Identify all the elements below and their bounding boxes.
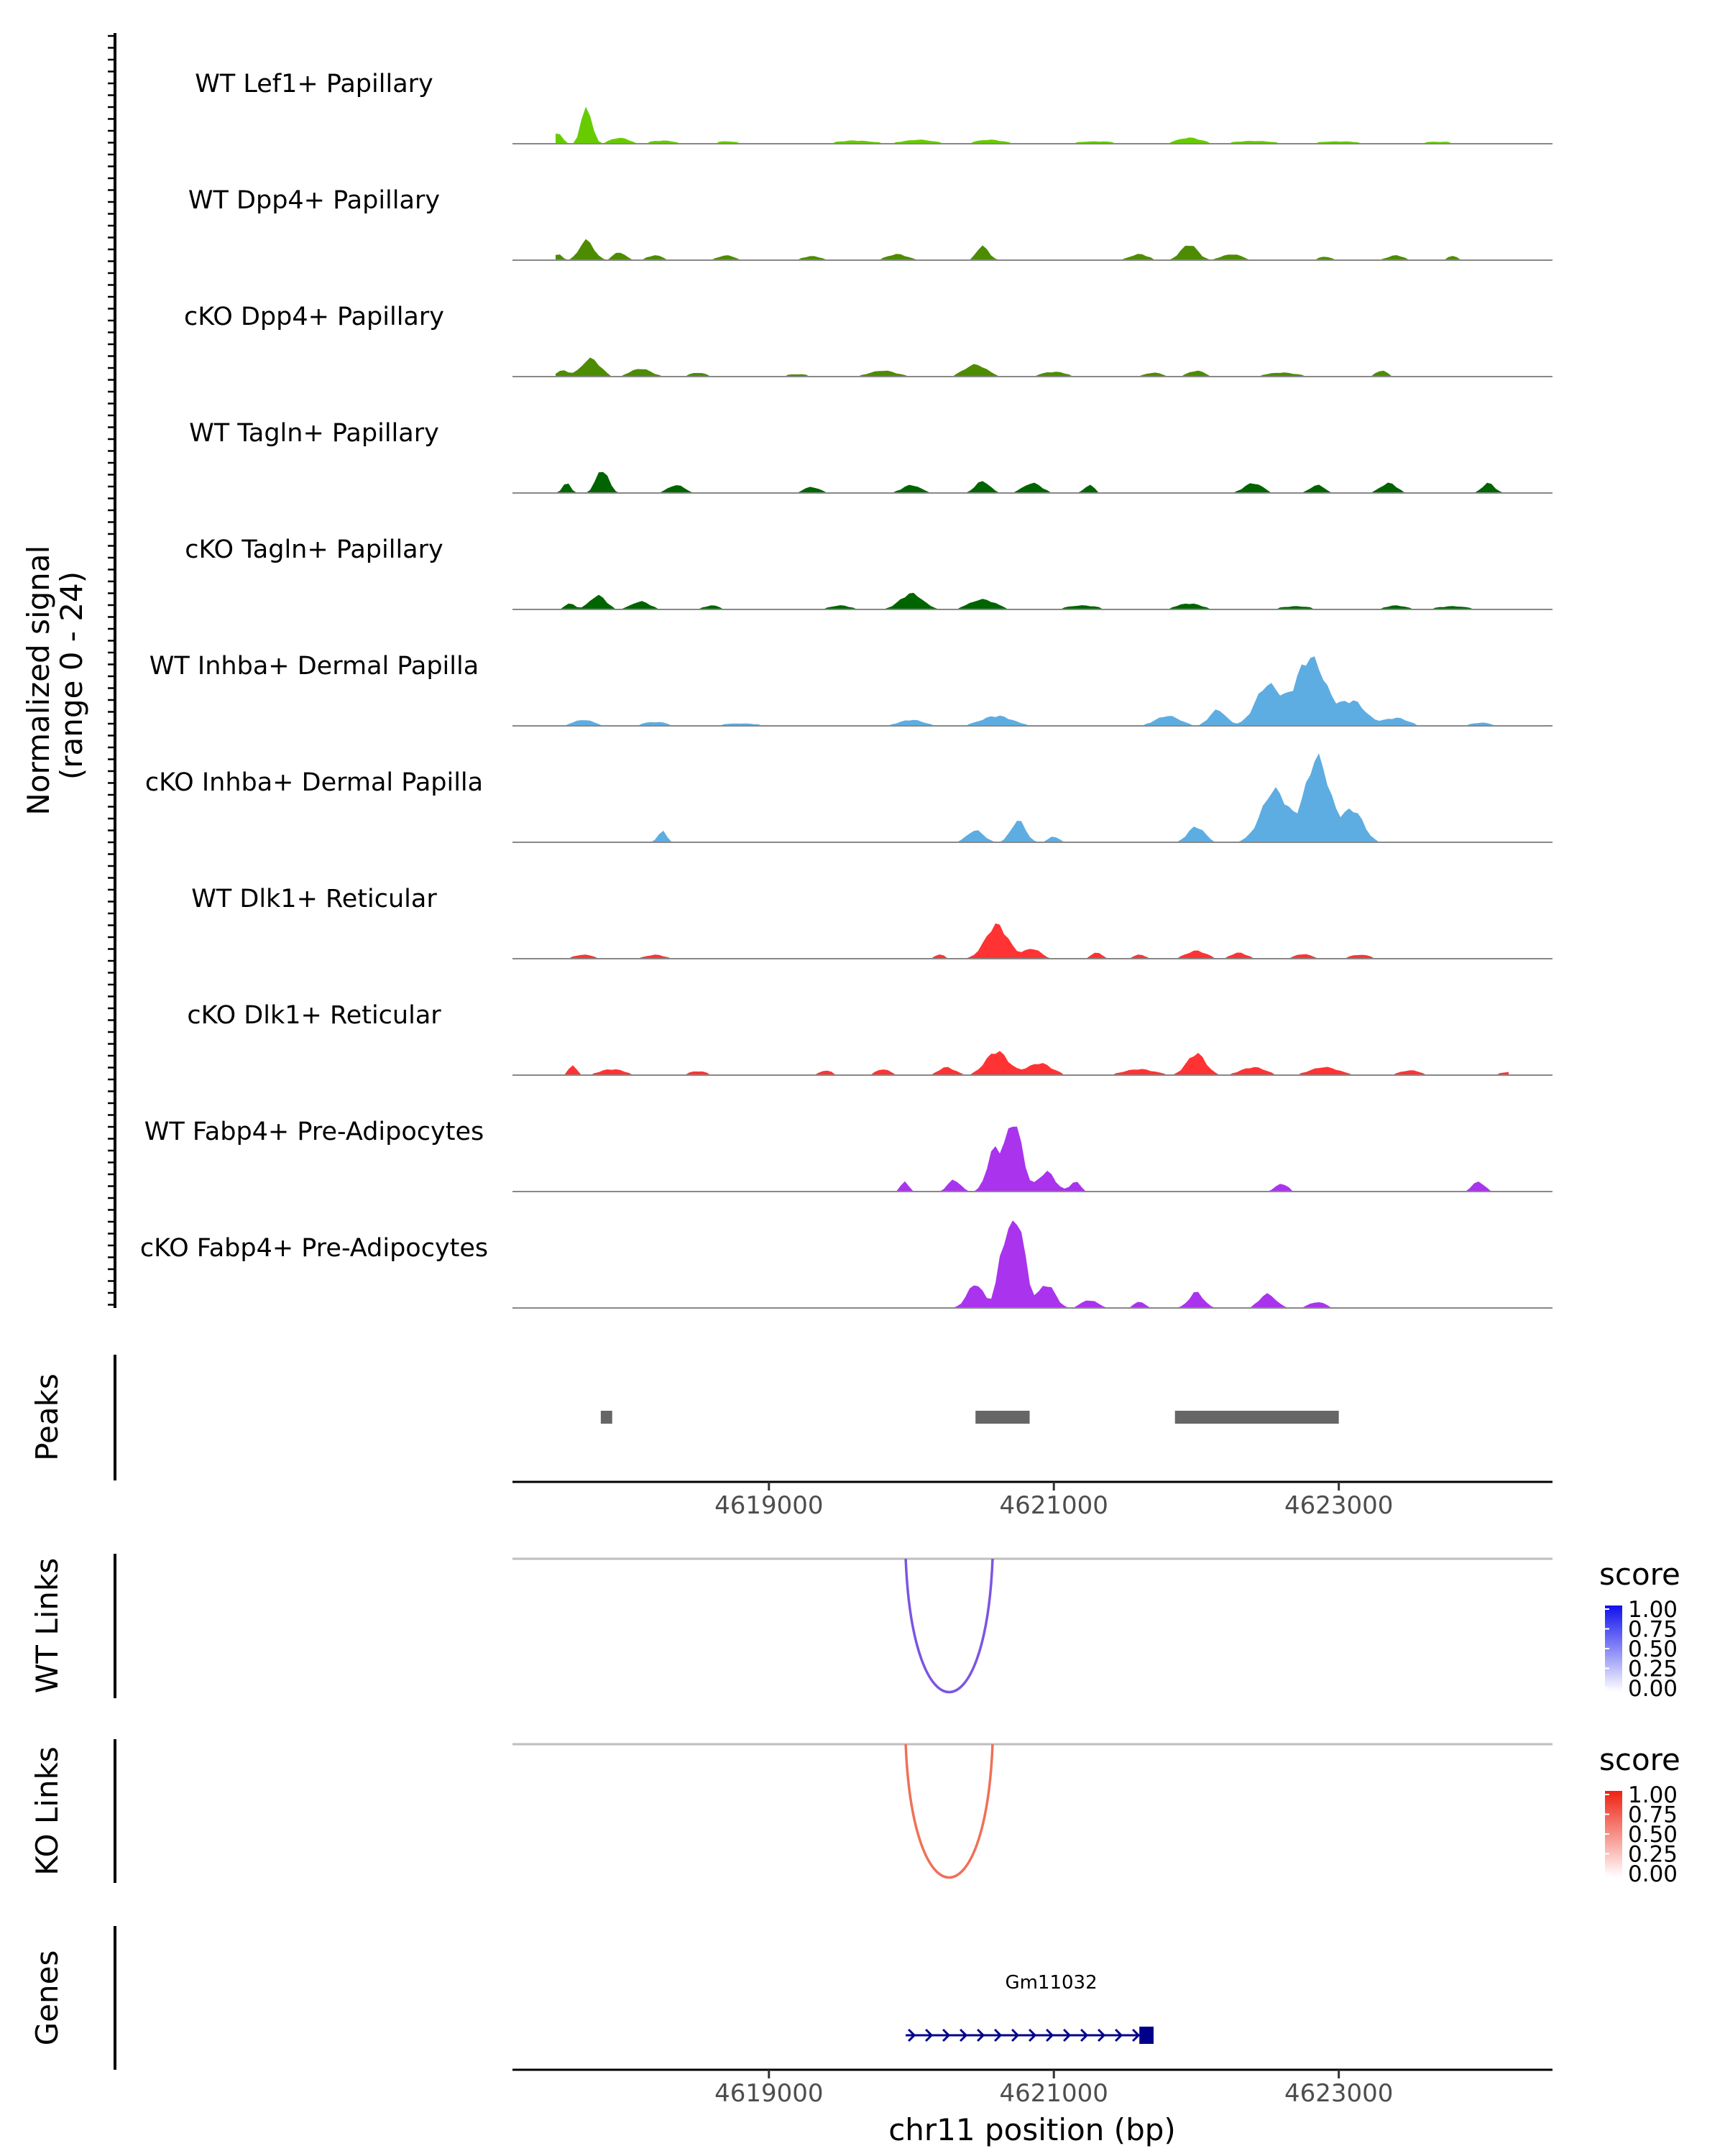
peak-region xyxy=(600,1411,612,1424)
coverage-area xyxy=(556,753,1509,842)
genes-x-ticks: 4619000 4621000 4623000 xyxy=(714,2070,1393,2108)
peak-region xyxy=(1174,1411,1339,1424)
track-label: cKO Dpp4+ Papillary xyxy=(184,303,444,331)
peak-region xyxy=(975,1411,1030,1424)
ko-link-arc xyxy=(904,1743,994,1879)
track-cko-fabp4-pre-adipocytes: cKO Fabp4+ Pre-Adipocytes xyxy=(140,1220,1552,1309)
coverage-y-axis xyxy=(108,33,116,1308)
wt-links-label: WT Links xyxy=(29,1558,65,1693)
coverage-ylabel: Normalized signal (range 0 - 24) xyxy=(21,535,89,815)
x-tick-label: 4619000 xyxy=(714,2079,823,2108)
track-wt-tagln-papillary: WT Tagln+ Papillary xyxy=(189,419,1552,494)
track-label: cKO Tagln+ Papillary xyxy=(185,535,443,564)
ko-links-track: KO Links score 1.000.750.500.250.00 xyxy=(29,1739,1680,1887)
track-cko-tagln-papillary: cKO Tagln+ Papillary xyxy=(185,535,1552,610)
track-label: cKO Dlk1+ Reticular xyxy=(187,1001,441,1030)
coverage-area xyxy=(556,239,1509,260)
strand-arrow xyxy=(994,2028,1003,2042)
peaks-track-label: Peaks xyxy=(29,1373,65,1461)
x-tick-label: 4623000 xyxy=(1284,1491,1393,1520)
strand-arrow xyxy=(908,2028,916,2042)
strand-arrow xyxy=(1098,2028,1106,2042)
gene-label: Gm11032 xyxy=(1005,1972,1097,1994)
coverage-tracks: WT Lef1+ Papillary WT Dpp4+ Papillary cKO … xyxy=(140,70,1552,1309)
strand-arrow xyxy=(977,2028,985,2042)
wt-link-arc xyxy=(904,1558,994,1693)
track-label: WT Fabp4+ Pre-Adipocytes xyxy=(144,1118,484,1146)
wt-score-legend-title: score xyxy=(1599,1557,1680,1592)
track-label: WT Tagln+ Papillary xyxy=(189,419,439,448)
track-label: WT Lef1+ Papillary xyxy=(195,70,433,98)
legend-tick-label: 0.00 xyxy=(1628,1861,1678,1887)
track-label: cKO Inhba+ Dermal Papilla xyxy=(145,768,483,797)
x-tick-label: 4623000 xyxy=(1284,2079,1393,2108)
x-tick-label: 4621000 xyxy=(1000,2079,1108,2108)
track-wt-dpp4-papillary: WT Dpp4+ Papillary xyxy=(188,186,1552,261)
track-label: WT Dpp4+ Papillary xyxy=(188,186,440,215)
track-label: WT Dlk1+ Reticular xyxy=(191,885,437,913)
strand-arrow xyxy=(1063,2028,1072,2042)
legend-tick-label: 1.00 xyxy=(1628,1782,1678,1808)
gene-model xyxy=(906,2027,1154,2044)
legend-tick-label: 0.25 xyxy=(1628,1842,1678,1868)
strand-arrow xyxy=(1080,2028,1089,2042)
coverage-area xyxy=(556,1220,1509,1308)
strand-arrow xyxy=(1011,2028,1020,2042)
peaks-x-ticks: 4619000 4621000 4623000 xyxy=(714,1482,1393,1520)
coverage-ylabel-line1: Normalized signal xyxy=(21,545,56,816)
track-label: WT Inhba+ Dermal Papilla xyxy=(150,652,479,681)
coverage-area xyxy=(556,1051,1509,1075)
coverage-area xyxy=(556,923,1509,959)
ko-score-legend: score 1.000.750.500.250.00 xyxy=(1599,1742,1680,1887)
coverage-area xyxy=(556,1126,1509,1192)
x-tick-label: 4619000 xyxy=(714,1491,823,1520)
legend-tick-label: 0.50 xyxy=(1628,1822,1678,1848)
track-wt-dlk1-reticular: WT Dlk1+ Reticular xyxy=(191,885,1552,959)
ko-links-label: KO Links xyxy=(29,1746,65,1876)
strand-arrow xyxy=(1115,2028,1123,2042)
track-wt-inhba-dermal-papilla: WT Inhba+ Dermal Papilla xyxy=(150,652,1552,727)
track-cko-dpp4-papillary: cKO Dpp4+ Papillary xyxy=(184,303,1552,377)
track-label: cKO Fabp4+ Pre-Adipocytes xyxy=(140,1234,488,1263)
strand-arrow xyxy=(960,2028,968,2042)
wt-score-legend: score 1.000.750.500.250.00 xyxy=(1599,1557,1680,1702)
genes-track: Genes Gm11032 4619000 4621000 4623000 chr1… xyxy=(29,1926,1552,2147)
coverage-area xyxy=(556,471,1509,493)
peaks-track: Peaks 4619000 4621000 4623000 xyxy=(29,1355,1552,1520)
track-cko-inhba-dermal-papilla: cKO Inhba+ Dermal Papilla xyxy=(145,753,1552,843)
ko-score-legend-ticks: 1.000.750.500.250.00 xyxy=(1605,1782,1678,1887)
gene-exon xyxy=(1139,2027,1154,2044)
legend-tick-label: 0.75 xyxy=(1628,1617,1678,1643)
genes-track-label: Genes xyxy=(29,1950,65,2046)
x-axis-label: chr11 position (bp) xyxy=(888,2112,1176,2147)
coverage-area xyxy=(556,357,1509,377)
legend-tick-label: 1.00 xyxy=(1628,1597,1678,1623)
legend-tick-label: 0.50 xyxy=(1628,1636,1678,1662)
track-wt-fabp4-pre-adipocytes: WT Fabp4+ Pre-Adipocytes xyxy=(144,1118,1552,1192)
x-tick-label: 4621000 xyxy=(1000,1491,1108,1520)
coverage-area xyxy=(556,106,1509,144)
track-wt-lef1-papillary: WT Lef1+ Papillary xyxy=(195,70,1552,144)
legend-tick-label: 0.25 xyxy=(1628,1657,1678,1682)
ko-score-legend-title: score xyxy=(1599,1742,1680,1777)
track-cko-dlk1-reticular: cKO Dlk1+ Reticular xyxy=(187,1001,1552,1076)
peak-regions xyxy=(600,1411,1339,1424)
legend-tick-label: 0.00 xyxy=(1628,1676,1678,1702)
strand-arrow xyxy=(1029,2028,1037,2042)
coverage-area xyxy=(556,592,1509,609)
strand-arrow xyxy=(925,2028,934,2042)
wt-links-track: WT Links score 1.000.750.500.250.00 xyxy=(29,1554,1680,1702)
wt-score-legend-ticks: 1.000.750.500.250.00 xyxy=(1605,1597,1678,1702)
coverage-area xyxy=(556,656,1509,726)
legend-tick-label: 0.75 xyxy=(1628,1802,1678,1828)
coverage-ylabel-line2: (range 0 - 24) xyxy=(54,571,89,780)
strand-arrow xyxy=(942,2028,951,2042)
strand-arrow xyxy=(1046,2028,1054,2042)
strand-arrow xyxy=(1132,2028,1141,2042)
